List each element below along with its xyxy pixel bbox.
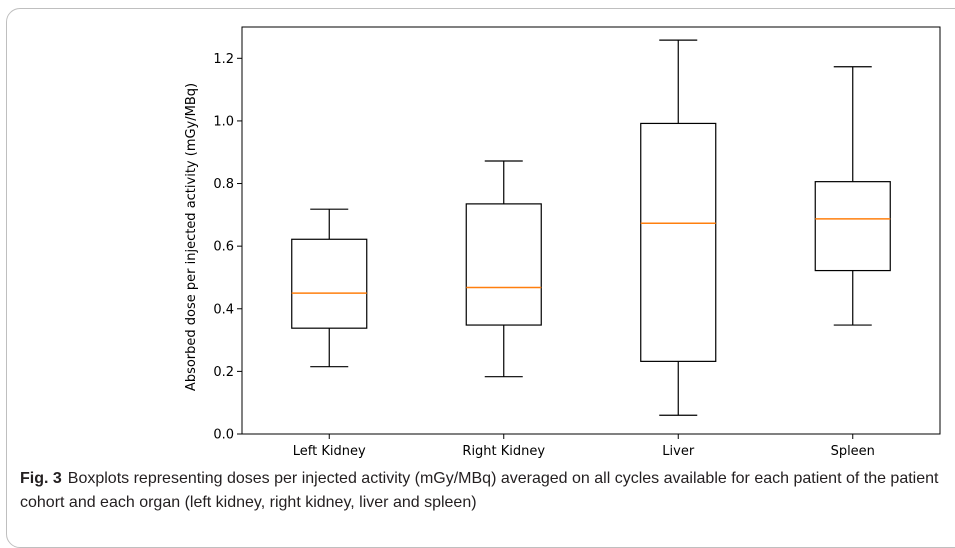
x-tick-label: Right Kidney [462,444,545,459]
x-tick-label: Left Kidney [293,444,366,459]
iqr-box [465,203,542,326]
y-tick-label: 0.2 [213,365,234,380]
caption-text: Boxplots representing doses per injected… [20,470,939,511]
y-axis-label: Absorbed dose per injected activity (mGy… [184,83,199,391]
y-tick-label: 1.2 [213,52,234,67]
y-tick-label: 0.0 [213,428,234,443]
iqr-box [291,238,368,329]
y-tick-label: 0.6 [213,240,234,255]
plot-layer: 0.0 0.2 0.4 0.6 0.8 1.0 1.2 Left Kidney Right Ki… [213,26,941,459]
x-tick-label: Spleen [831,444,875,459]
plot-area-frame [241,26,941,435]
y-tick-label: 0.8 [213,177,234,192]
y-tick-label: 1.0 [213,114,234,129]
figure-label: Fig. 3 [20,470,62,487]
iqr-box [640,122,717,362]
x-tick-label: Liver [662,444,695,459]
boxplot-chart: 0.0 0.2 0.4 0.6 0.8 1.0 1.2 Left Kidney Right Ki… [184,26,941,459]
figure-caption: Fig. 3 Boxplots representing doses per in… [20,467,945,515]
iqr-box [814,181,891,272]
y-tick-label: 0.4 [213,302,234,317]
